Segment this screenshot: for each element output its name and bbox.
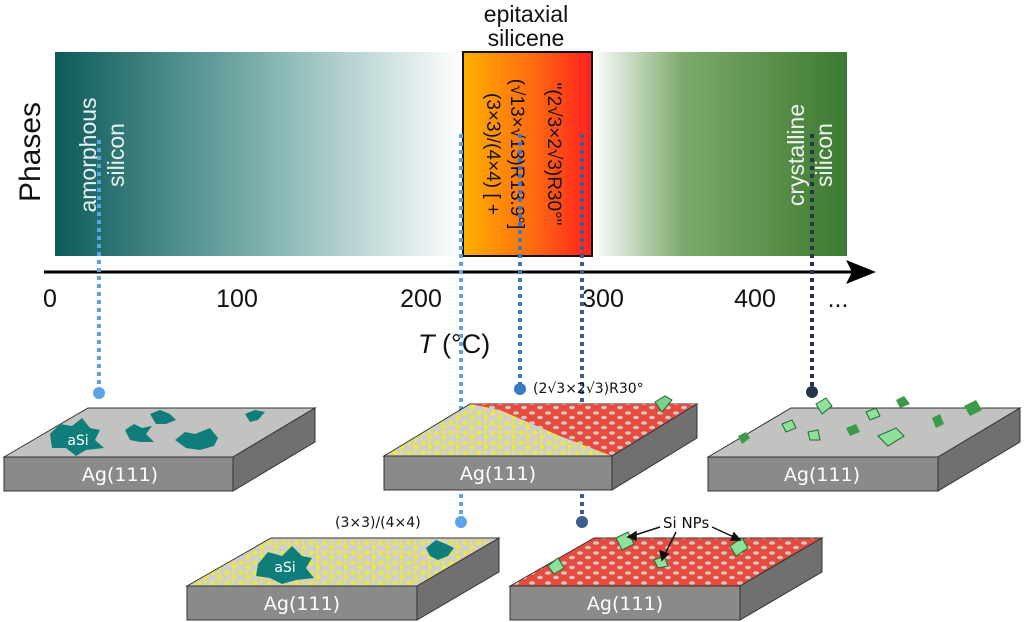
si-nps-label: Si NPs: [663, 514, 709, 532]
tick-0: 0: [43, 285, 57, 313]
phases-label: Phases: [14, 102, 47, 202]
si-nps-arrows: [626, 526, 742, 562]
substrate-label-4: Ag(111): [264, 593, 340, 615]
connector-dot-crystalline: [806, 386, 818, 398]
amorphous-region: [55, 52, 463, 256]
tick-200: 200: [400, 285, 442, 313]
si-nanoparticle: [654, 395, 673, 413]
connector-dot-amorphous: [93, 387, 105, 399]
asi-island: [150, 410, 176, 424]
si-nanoparticle: [877, 427, 905, 447]
slab-crystalline: [706, 396, 1022, 492]
asi-island: [426, 540, 454, 560]
recon-2r3-label: (2√3×2√3)R30°: [533, 381, 644, 397]
asi-label: aSi: [67, 433, 88, 449]
substrate-label-5: Ag(111): [587, 593, 663, 615]
slab-amorphous: [2, 407, 317, 492]
si-nanoparticle: [846, 424, 860, 436]
substrate-label-1: Ag(111): [82, 464, 158, 486]
si-nanoparticle: [738, 432, 750, 444]
recon-label-2: (√13×√13)R13.9°]: [506, 79, 527, 229]
amorphous-label-2: silicon: [103, 123, 129, 187]
asi-label-2: aSi: [274, 560, 295, 576]
tick-more: ...: [828, 285, 849, 313]
crystalline-region: [592, 52, 847, 256]
si-nanoparticle: [815, 397, 833, 415]
slab-3x3: [185, 537, 501, 621]
connector-dot-33: [455, 516, 467, 528]
tick-400: 400: [734, 285, 776, 313]
recon-label-1: (3×3)/(4×4) [ +: [482, 93, 503, 215]
connector-dot-nps: [576, 516, 588, 528]
asi-island: [50, 418, 104, 456]
si-nanoparticle: [807, 429, 821, 441]
slab-si-nps: [508, 531, 824, 621]
si-nanoparticle: [781, 419, 797, 433]
epitaxial-region: [462, 51, 593, 257]
temperature-axis: [44, 260, 876, 284]
asi-island: [245, 410, 265, 422]
asi-island: [256, 546, 314, 584]
connector-dot-2r3: [514, 383, 526, 395]
amorphous-label-1: amorphous: [75, 97, 101, 212]
si-nanoparticle: [964, 400, 982, 416]
epitaxial-title-2: silicene: [488, 25, 565, 51]
asi-island: [175, 428, 218, 450]
substrate-label-2: Ag(111): [460, 463, 536, 485]
asi-island: [125, 424, 154, 442]
epitaxial-title-1: epitaxial: [484, 1, 568, 27]
recon-label-3: "(2√3×2√3)R30°": [543, 83, 564, 226]
si-nanoparticle: [932, 414, 944, 428]
slab-mixed: [382, 395, 699, 491]
tick-300: 300: [582, 285, 624, 313]
substrate-label-3: Ag(111): [784, 464, 860, 486]
axis-label: T (°C): [418, 329, 490, 359]
recon-33-label: (3×3)/(4×4): [335, 515, 421, 531]
tick-100: 100: [216, 285, 258, 313]
si-nanoparticle: [865, 407, 881, 421]
si-nanoparticle: [547, 557, 565, 575]
crystalline-label-2: silicon: [811, 123, 837, 187]
crystalline-label-1: crystalline: [783, 104, 809, 206]
axis-label-t: T: [418, 329, 437, 359]
si-nanoparticle: [896, 396, 910, 408]
